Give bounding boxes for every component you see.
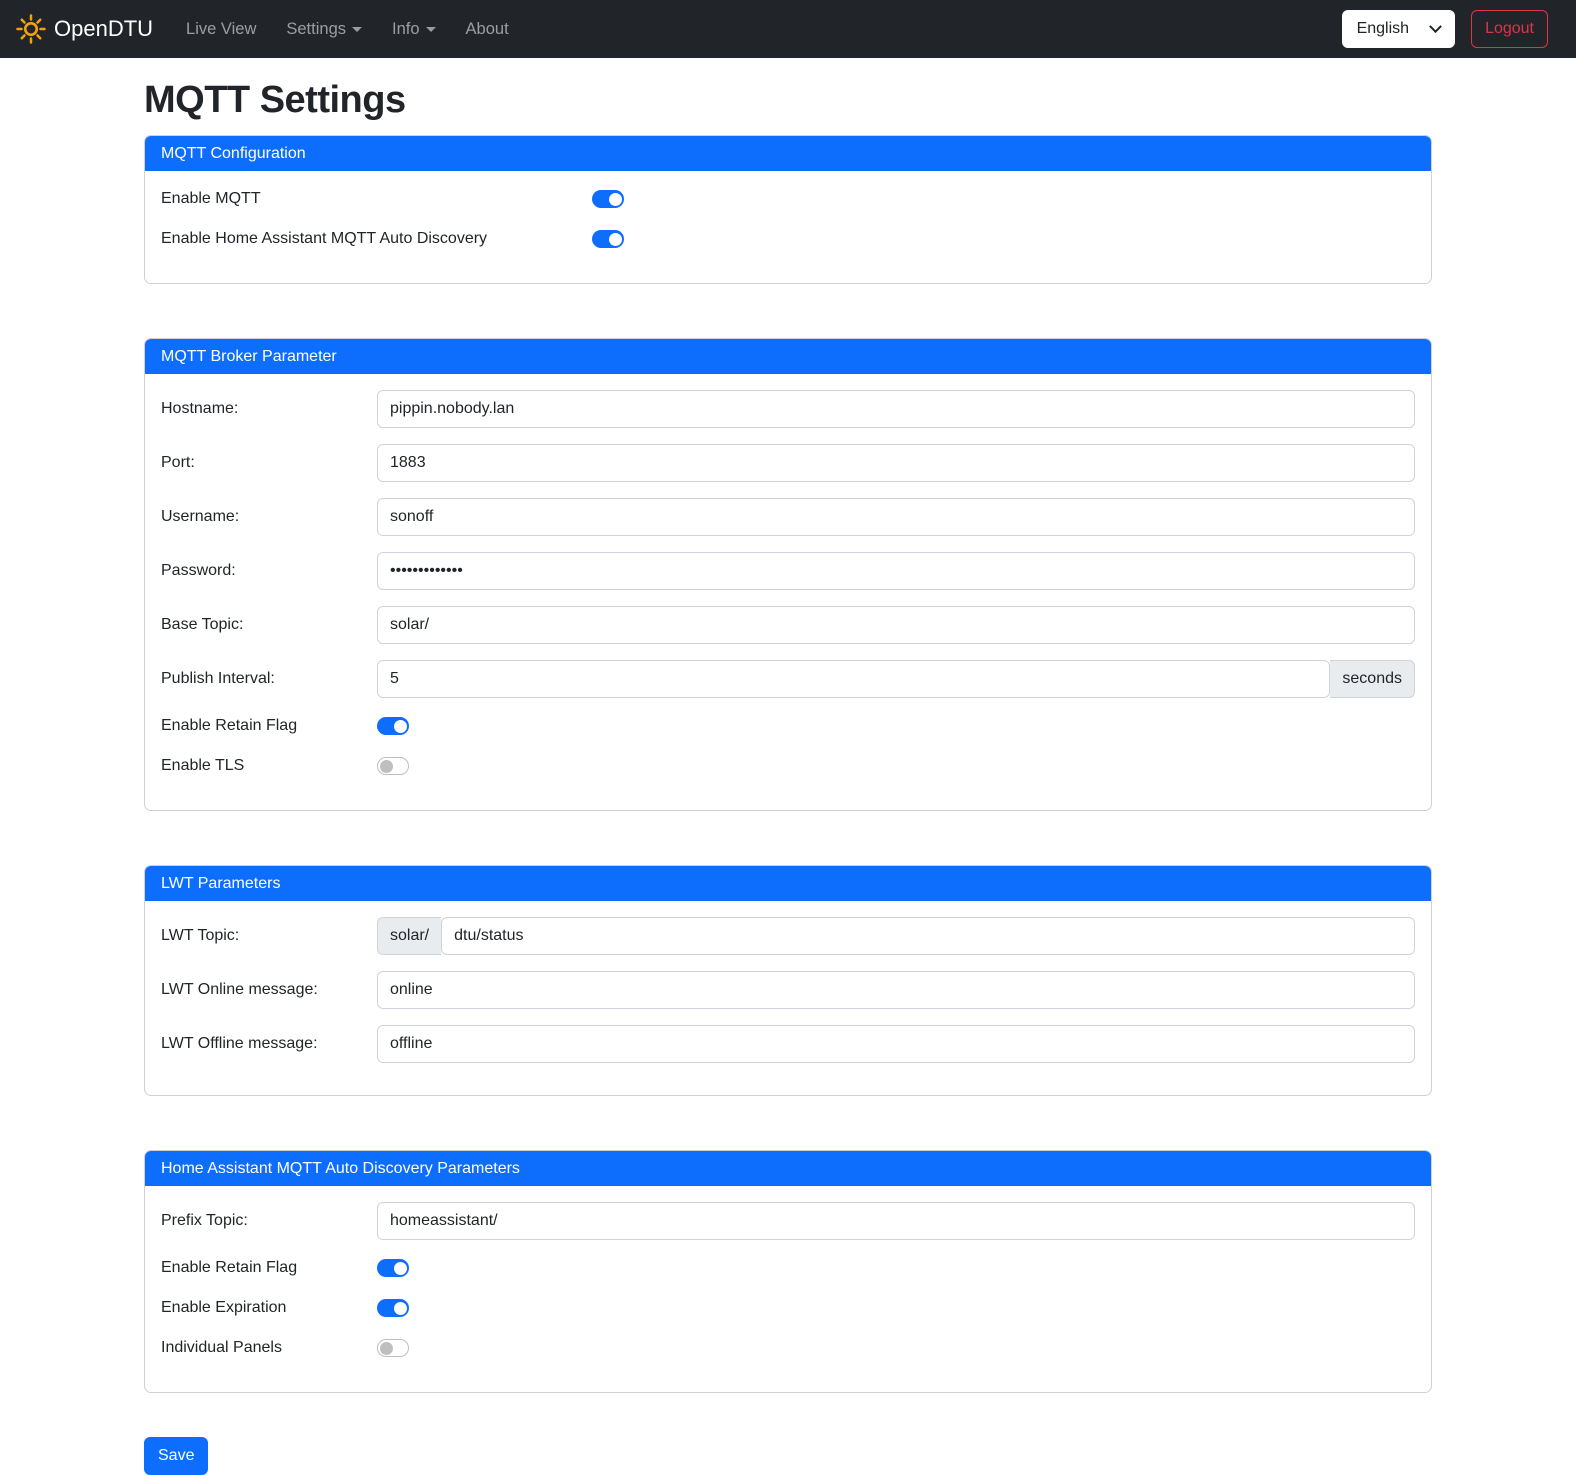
brand-link[interactable]: OpenDTU: [16, 14, 153, 44]
toggle-knob: [393, 1301, 407, 1315]
individual-panels-toggle[interactable]: [377, 1339, 409, 1357]
lwt-offline-input[interactable]: [377, 1025, 1415, 1063]
enable-expiration-toggle[interactable]: [377, 1299, 409, 1317]
navbar-right: English Logout: [1341, 10, 1548, 48]
enable-mqtt-label: Enable MQTT: [161, 190, 261, 207]
card-header: Home Assistant MQTT Auto Discovery Param…: [145, 1151, 1431, 1186]
password-input[interactable]: [377, 552, 1415, 590]
lwt-online-label: LWT Online message:: [161, 981, 318, 998]
brand-label: OpenDTU: [54, 16, 154, 41]
retain-flag-toggle[interactable]: [377, 717, 409, 735]
chevron-down-icon: [1429, 19, 1442, 33]
hostname-label: Hostname:: [161, 400, 239, 417]
base-topic-input[interactable]: [377, 606, 1415, 644]
nav-item-live-view[interactable]: Live View: [186, 19, 257, 38]
lwt-topic-label: LWT Topic:: [161, 927, 240, 944]
port-label: Port:: [161, 454, 195, 471]
hass-retain-flag-toggle[interactable]: [377, 1259, 409, 1277]
nav-item-settings[interactable]: Settings: [271, 12, 377, 47]
prefix-topic-input[interactable]: [377, 1202, 1415, 1240]
sun-icon: [16, 14, 46, 44]
nav-item-info[interactable]: Info: [377, 12, 451, 47]
main-content: MQTT Settings MQTT Configuration Enable …: [144, 79, 1432, 1475]
page-title: MQTT Settings: [144, 79, 406, 121]
toggle-knob: [608, 232, 622, 246]
toggle-knob: [380, 1341, 393, 1355]
password-label: Password:: [161, 562, 236, 579]
toggle-knob: [393, 719, 407, 733]
hass-retain-flag-label: Enable Retain Flag: [161, 1259, 298, 1276]
enable-mqtt-toggle[interactable]: [592, 190, 624, 208]
lwt-online-input[interactable]: [377, 971, 1415, 1009]
nav-item-about[interactable]: About: [465, 19, 509, 38]
publish-interval-unit: seconds: [1330, 660, 1415, 698]
lwt-offline-label: LWT Offline message:: [161, 1035, 318, 1052]
card-header: MQTT Configuration: [145, 136, 1431, 171]
card-header: LWT Parameters: [145, 866, 1431, 901]
enable-hass-discovery-label: Enable Home Assistant MQTT Auto Discover…: [161, 230, 488, 247]
lwt-topic-input[interactable]: [441, 917, 1415, 955]
logout-button[interactable]: Logout: [1471, 10, 1548, 48]
username-input[interactable]: [377, 498, 1415, 536]
language-select[interactable]: English: [1341, 10, 1456, 48]
toggle-knob: [608, 192, 622, 206]
caret-down-icon: [425, 26, 436, 32]
mqtt-configuration-card: MQTT Configuration Enable MQTT Enable Ho…: [144, 135, 1432, 284]
toggle-knob: [393, 1261, 407, 1275]
card-header: MQTT Broker Parameter: [145, 339, 1431, 374]
hass-discovery-card: Home Assistant MQTT Auto Discovery Param…: [144, 1150, 1432, 1393]
navbar: OpenDTU Live View Settings Info About En…: [0, 0, 1576, 58]
lwt-parameters-card: LWT Parameters LWT Topic: solar/ LWT Onl…: [144, 865, 1432, 1096]
username-label: Username:: [161, 508, 240, 525]
individual-panels-label: Individual Panels: [161, 1339, 282, 1356]
caret-down-icon: [352, 26, 362, 32]
prefix-topic-label: Prefix Topic:: [161, 1212, 248, 1229]
save-button[interactable]: Save: [144, 1437, 209, 1475]
publish-interval-label: Publish Interval:: [161, 670, 275, 687]
enable-hass-discovery-toggle[interactable]: [592, 230, 624, 248]
base-topic-label: Base Topic:: [161, 616, 244, 633]
mqtt-broker-card: MQTT Broker Parameter Hostname: Port: Us…: [144, 338, 1432, 811]
nav-links: Live View Settings Info About: [171, 12, 1342, 47]
enable-expiration-label: Enable Expiration: [161, 1299, 287, 1316]
publish-interval-input[interactable]: [377, 660, 1331, 698]
toggle-knob: [380, 759, 393, 773]
lwt-topic-prefix: solar/: [377, 917, 442, 955]
hostname-input[interactable]: [377, 390, 1415, 428]
language-select-value: English: [1356, 20, 1410, 37]
enable-tls-label: Enable TLS: [161, 757, 245, 774]
port-input[interactable]: [377, 444, 1415, 482]
enable-tls-toggle[interactable]: [377, 757, 409, 775]
retain-flag-label: Enable Retain Flag: [161, 717, 298, 734]
